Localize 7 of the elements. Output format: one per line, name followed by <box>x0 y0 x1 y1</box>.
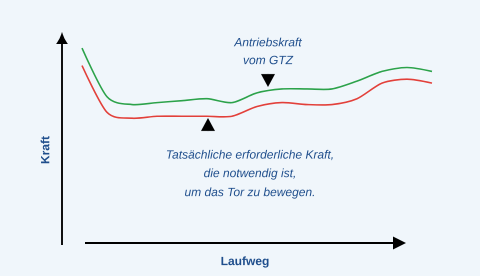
annotation: die notwendig ist, <box>204 168 295 180</box>
annotation: Tatsächliche erforderliche Kraft, <box>166 150 333 160</box>
annotation: vom GTZ <box>244 56 294 64</box>
annotation: um das Tor zu bewegen. <box>185 187 314 199</box>
text: Antriebskraft <box>234 38 302 46</box>
y-axis-title: Kraft <box>40 136 50 164</box>
x-axis-title: Laufweg <box>221 256 269 268</box>
